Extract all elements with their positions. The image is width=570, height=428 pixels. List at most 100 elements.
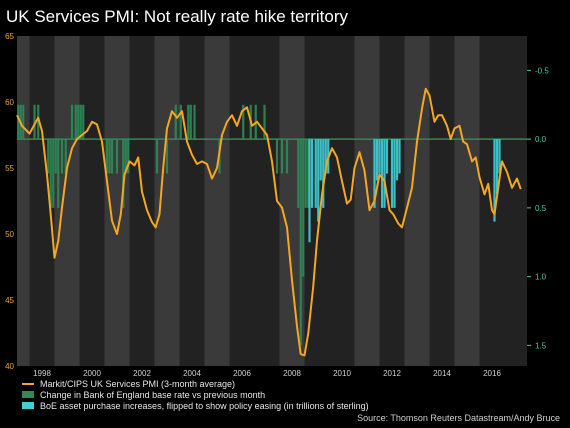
right-tick-label: -0.5 (535, 66, 549, 75)
shaded-period (154, 36, 180, 366)
rate-change-bar (57, 139, 60, 208)
rate-change-bar (60, 139, 64, 174)
legend-label-rate: Change in Bank of England base rate vs p… (40, 390, 265, 400)
right-tick-label: 0.0 (535, 135, 547, 144)
asset-purchase-bar (380, 139, 384, 208)
asset-purchase-bar (317, 139, 320, 222)
rate-change-bar (193, 104, 196, 140)
left-tick-label: 50 (5, 230, 14, 239)
x-tick-label: 2000 (83, 369, 101, 378)
rate-change-bar (127, 139, 130, 174)
rate-change-bar (275, 139, 279, 174)
x-tick-label: 2004 (183, 369, 201, 378)
left-tick-label: 55 (5, 164, 14, 173)
rate-change-bar (74, 104, 77, 140)
asset-purchase-bar (324, 139, 327, 174)
plot-background (17, 36, 527, 366)
source-note: Source: Thomson Reuters Datastream/Andy … (357, 413, 560, 423)
rate-change-bar (285, 139, 289, 174)
rate-change-bar (17, 104, 20, 140)
legend: Markit/CIPS UK Services PMI (3-month ave… (22, 379, 369, 411)
right-axis: -0.5 0.0 0.5 1.0 1.5 (527, 66, 549, 350)
asset-purchase-bar (498, 139, 501, 174)
asset-purchase-bar (395, 139, 399, 181)
rate-change-bar (263, 104, 266, 140)
shaded-period (17, 36, 30, 366)
rate-change-bar (79, 104, 82, 140)
asset-purchase-bar (322, 139, 325, 208)
x-tick-label: 2012 (383, 369, 401, 378)
rate-change-bar (37, 104, 40, 140)
rate-change-bar (47, 139, 50, 174)
rate-change-bar (165, 139, 169, 174)
plot-area (16, 36, 527, 366)
rate-change-bar (304, 139, 307, 208)
x-tick-label: 2006 (233, 369, 251, 378)
x-tick-label: 2010 (333, 369, 351, 378)
asset-purchase-bar (495, 139, 499, 195)
rate-change-bar (242, 104, 245, 140)
rate-change-bar (33, 104, 36, 140)
rate-change-bar (307, 139, 310, 208)
asset-purchase-bar (378, 139, 381, 174)
asset-purchase-bar (319, 139, 322, 181)
rate-change-bar (82, 104, 85, 140)
asset-purchase-bar (393, 139, 396, 208)
x-tick-label: 2008 (283, 369, 301, 378)
left-tick-label: 45 (5, 296, 14, 305)
asset-purchase-bar (383, 139, 386, 208)
rate-change-bar (302, 139, 305, 277)
rate-change-bar (64, 139, 67, 174)
x-axis: 1998 2000 2002 2004 2006 2008 2010 2012 2014 2016 (33, 369, 501, 378)
left-tick-label: 60 (5, 98, 14, 107)
right-tick-label: 1.0 (535, 273, 547, 282)
x-tick-label: 2002 (133, 369, 151, 378)
asset-purchase-bar (375, 139, 379, 181)
chart-title: UK Services PMI: Not really rate hike te… (6, 7, 348, 26)
asset-purchase-bar (398, 139, 401, 174)
shaded-period (104, 36, 130, 366)
asset-purchase-bar (310, 139, 314, 208)
rate-change-bar (77, 104, 80, 140)
legend-swatch-qe (22, 402, 34, 409)
right-tick-label: 0.5 (535, 204, 547, 213)
rate-change-bar (54, 139, 57, 174)
asset-purchase-bar (308, 139, 311, 243)
left-tick-label: 40 (5, 362, 14, 371)
asset-purchase-bar (390, 139, 394, 208)
rate-change-bar (155, 139, 159, 174)
x-tick-label: 1998 (33, 369, 51, 378)
asset-purchase-bar (314, 139, 317, 208)
rate-change-bar (105, 139, 109, 174)
rate-change-bar (108, 139, 111, 174)
rate-change-bar (124, 139, 127, 174)
asset-purchase-bar (493, 139, 496, 222)
pmi-line (16, 87, 522, 357)
rate-change-bar (174, 104, 177, 140)
shaded-period (354, 36, 380, 366)
right-tick-label: 1.5 (535, 341, 547, 350)
asset-purchase-bar (385, 139, 389, 174)
rate-change-bar (187, 104, 190, 140)
rate-change-bar (52, 139, 55, 208)
left-tick-label: 65 (5, 32, 14, 41)
asset-purchase-bar (373, 139, 376, 208)
rate-change-bar (179, 104, 182, 140)
rate-change-bar (70, 104, 74, 140)
shaded-period (454, 36, 480, 366)
rate-change-bar (189, 104, 192, 140)
x-tick-label: 2014 (433, 369, 451, 378)
legend-swatch-rate (22, 391, 34, 398)
pmi-series-line (16, 87, 522, 357)
shaded-period (204, 36, 230, 366)
rate-change-bar (115, 139, 119, 174)
rate-change-bar (110, 139, 114, 174)
left-axis: 40 45 50 55 60 65 (5, 32, 14, 371)
legend-label-pmi: Markit/CIPS UK Services PMI (3-month ave… (40, 379, 235, 389)
rate-change-bar (299, 139, 302, 346)
rate-change-bar (280, 139, 284, 174)
rate-change-bar (297, 139, 300, 208)
x-tick-label: 2016 (483, 369, 501, 378)
rate-change-bar (49, 139, 52, 208)
